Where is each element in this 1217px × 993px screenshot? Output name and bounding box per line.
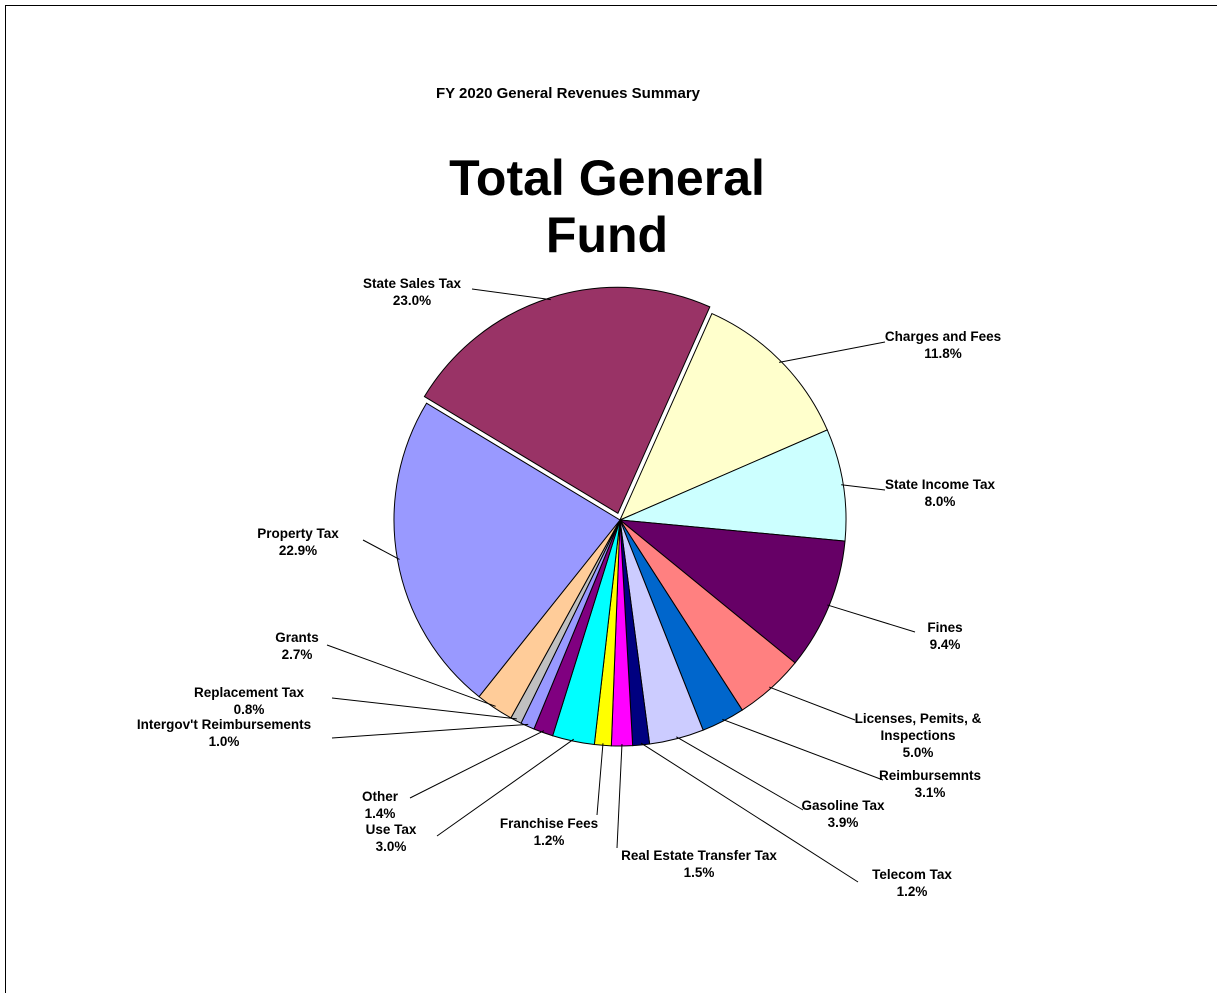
slice-label: Intergov't Reimbursements 1.0% [137,716,311,750]
leader-line [436,738,574,837]
leader-line [779,341,886,363]
leader-line [722,718,884,781]
slice-label: Gasoline Tax 3.9% [801,797,884,831]
slice-name: Licenses, Pemits, & Inspections [854,711,982,743]
slice-value-label: 1.5% [683,865,715,880]
slice-name: Gasoline Tax [801,798,885,813]
slice-value-label: 1.0% [208,734,240,749]
slice-name: State Sales Tax [362,276,462,291]
leader-line [596,743,604,816]
leader-line [841,484,886,491]
slice-name: Other [361,789,399,804]
slice-name: Grants [275,630,319,645]
slice-label: Real Estate Transfer Tax 1.5% [621,847,777,881]
leader-line [331,723,529,739]
leader-line [769,686,856,721]
slice-name: Franchise Fees [499,816,599,831]
slice-label: Telecom Tax 1.2% [872,866,952,900]
slice-name: Real Estate Transfer Tax [621,848,777,863]
leader-line [331,697,517,720]
chart-suptitle: FY 2020 General Revenues Summary [435,85,701,102]
slice-value-label: 8.0% [924,494,956,509]
slice-label: Other 1.4% [362,788,398,822]
slice-value-label: 3.9% [827,815,859,830]
leader-line [362,539,400,560]
slice-label: State Sales Tax 23.0% [363,275,461,309]
leader-line [827,604,916,633]
slice-value-label: 0.8% [233,702,265,717]
slice-value-label: 1.2% [896,884,928,899]
slice-value-label: 1.4% [364,806,396,821]
slice-value-label: 3.0% [375,839,407,854]
slice-value-label: 11.8% [924,346,962,361]
slice-name: Property Tax [257,526,339,541]
leader-line [326,644,496,707]
slice-label: Fines 9.4% [927,619,962,653]
pie-slice [423,286,711,515]
slice-label: State Income Tax 8.0% [885,476,995,510]
slice-name: Telecom Tax [872,867,952,882]
slice-value-label: 23.0% [392,293,432,308]
pie-slice [619,429,847,542]
slice-label: Reimbursemnts 3.1% [879,767,981,801]
pie-slice [393,402,621,698]
slice-label: Licenses, Pemits, & Inspections 5.0% [843,710,993,761]
leader-line [616,743,623,849]
slice-value-label: 22.9% [278,543,318,558]
slice-name: Reimbursemnts [878,768,982,783]
leader-line [640,742,859,883]
leader-line [676,736,804,811]
slice-value-label: 3.1% [914,785,946,800]
slice-value-label: 5.0% [902,745,934,760]
slice-value-label: 9.4% [929,637,961,652]
slice-label: Property Tax 22.9% [257,525,339,559]
slice-name: Intergov't Reimbursements [136,717,312,732]
pie-slice [619,312,828,521]
slice-name: Use Tax [365,822,417,837]
slice-name: State Income Tax [884,477,996,492]
slice-value-label: 2.7% [281,647,313,662]
leader-line [409,730,545,799]
slice-label: Franchise Fees 1.2% [500,815,598,849]
chart-title: Total General Fund [449,150,765,263]
slice-label: Grants 2.7% [275,629,319,663]
leader-line [471,288,551,301]
slice-name: Replacement Tax [193,685,305,700]
slice-label: Replacement Tax 0.8% [194,684,304,718]
slice-name: Charges and Fees [884,329,1002,344]
slice-label: Charges and Fees 11.8% [885,328,1001,362]
chart-frame [5,5,1217,993]
slice-value-label: 1.2% [533,833,565,848]
slice-label: Use Tax 3.0% [366,821,417,855]
slice-name: Fines [927,620,963,635]
